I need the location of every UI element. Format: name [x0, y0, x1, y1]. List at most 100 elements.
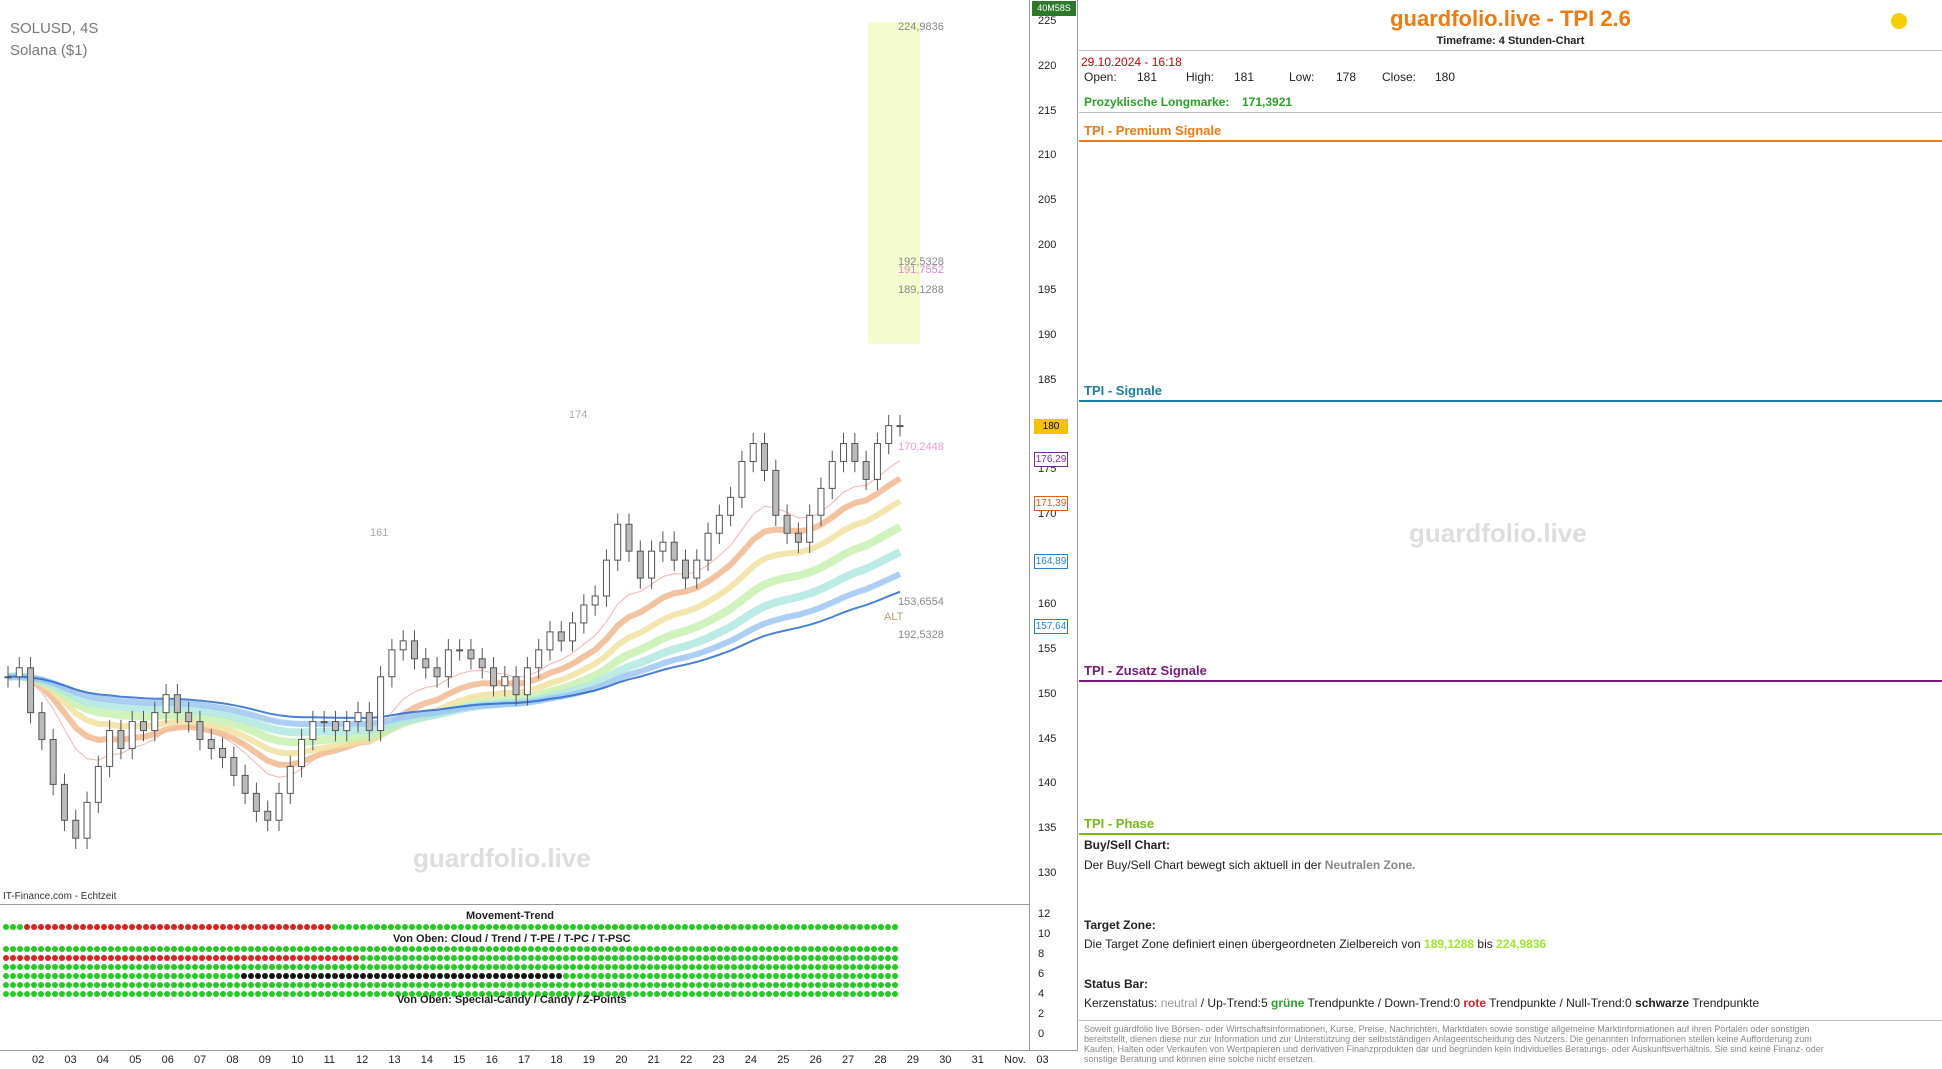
- trend-dot: [514, 955, 520, 961]
- trend-dot: [269, 955, 275, 961]
- trend-dot: [521, 955, 527, 961]
- trend-dot: [199, 946, 205, 952]
- trend-dot: [276, 946, 282, 952]
- trend-dot: [283, 946, 289, 952]
- trend-dot: [262, 964, 268, 970]
- candle-body: [490, 667, 498, 687]
- price-tick-label: 130: [1038, 867, 1057, 880]
- candle-body: [219, 748, 227, 758]
- candle-body: [365, 712, 373, 732]
- trend-dot: [17, 946, 23, 952]
- candle-body: [512, 676, 520, 696]
- trend-dot: [773, 991, 779, 997]
- trend-dot: [395, 991, 401, 997]
- trend-dot: [220, 946, 226, 952]
- trend-dot: [199, 982, 205, 988]
- trend-dot: [136, 955, 142, 961]
- trend-dot: [255, 973, 261, 979]
- trend-dot: [640, 955, 646, 961]
- ohlc-low-value: 178: [1336, 70, 1357, 84]
- trend-dot: [794, 946, 800, 952]
- indicator-panel[interactable]: Movement-Trend Von Oben: Cloud / Trend /…: [0, 905, 1030, 1050]
- candle-body: [309, 721, 317, 741]
- trend-dot: [402, 946, 408, 952]
- trend-dot: [143, 973, 149, 979]
- trend-dot: [549, 955, 555, 961]
- trend-dot: [528, 982, 534, 988]
- trend-dot: [829, 991, 835, 997]
- trend-dot: [668, 991, 674, 997]
- trend-dot: [500, 991, 506, 997]
- trend-dot: [38, 955, 44, 961]
- trend-dot: [605, 991, 611, 997]
- trend-dot: [17, 973, 23, 979]
- trend-dot: [430, 973, 436, 979]
- trend-dot: [332, 964, 338, 970]
- trend-dot: [164, 955, 170, 961]
- trend-dot: [171, 982, 177, 988]
- candle-body: [749, 443, 757, 462]
- trend-dot: [850, 973, 856, 979]
- ohlc-open-label: Open:: [1084, 70, 1117, 84]
- trend-dot: [871, 964, 877, 970]
- trend-dot: [479, 955, 485, 961]
- time-tick-label: 29: [906, 1054, 920, 1066]
- trend-dot: [486, 946, 492, 952]
- price-axis[interactable]: 40M58S 225220215210205200195190185180175…: [1030, 0, 1078, 905]
- trend-dot: [528, 964, 534, 970]
- trend-dot: [52, 991, 58, 997]
- trend-dot: [374, 973, 380, 979]
- time-axis[interactable]: 02 03 04 05 06 07 08 09 10 11 12 13 14 15 16 17 18 19 20 21…: [0, 1050, 1078, 1069]
- trend-dot: [521, 946, 527, 952]
- trend-dot: [381, 946, 387, 952]
- time-tick-label: 30: [939, 1054, 952, 1066]
- trend-dot: [493, 946, 499, 952]
- indicator-title-1: Movement-Trend: [466, 910, 555, 922]
- trend-dot: [668, 955, 674, 961]
- target-label-top: 224,9836: [898, 21, 944, 33]
- price-chart[interactable]: SOLUSD, 4S Solana ($1) guardfolio.live I…: [0, 0, 1030, 905]
- trend-dot: [598, 991, 604, 997]
- trend-dot: [528, 946, 534, 952]
- candle-body: [331, 721, 339, 732]
- trend-dot: [766, 924, 772, 930]
- trend-dot: [640, 924, 646, 930]
- trend-dot: [549, 924, 555, 930]
- trend-dot: [493, 982, 499, 988]
- trend-dot: [661, 991, 667, 997]
- trend-dot: [374, 964, 380, 970]
- trend-dot: [801, 964, 807, 970]
- trend-dot: [150, 991, 156, 997]
- high-extreme-label: 174: [569, 409, 588, 421]
- trend-dot: [500, 955, 506, 961]
- trend-dot: [745, 955, 751, 961]
- trend-dot: [31, 982, 37, 988]
- trend-dot: [3, 964, 9, 970]
- trend-dot: [654, 924, 660, 930]
- trend-dot: [717, 991, 723, 997]
- trend-dot: [654, 973, 660, 979]
- trend-dot: [199, 955, 205, 961]
- trend-dot: [101, 955, 107, 961]
- trend-dot: [549, 991, 555, 997]
- price-tick-label: 185: [1038, 373, 1057, 386]
- candle-body: [840, 443, 848, 462]
- trend-dot: [752, 964, 758, 970]
- trend-dot: [297, 973, 303, 979]
- trend-dot: [759, 964, 765, 970]
- trend-dot: [542, 982, 548, 988]
- trend-dot: [759, 991, 765, 997]
- trend-dot: [59, 973, 65, 979]
- ma-line-6: [7, 590, 901, 720]
- trend-dot: [353, 924, 359, 930]
- trend-dot: [472, 964, 478, 970]
- trend-dot: [276, 982, 282, 988]
- trend-dot: [514, 973, 520, 979]
- trend-dot: [507, 973, 513, 979]
- ma-line-1: [7, 475, 902, 768]
- trend-dot: [836, 991, 842, 997]
- trend-dot: [115, 973, 121, 979]
- trend-dot: [717, 946, 723, 952]
- trend-dot: [234, 973, 240, 979]
- trend-dot: [122, 964, 128, 970]
